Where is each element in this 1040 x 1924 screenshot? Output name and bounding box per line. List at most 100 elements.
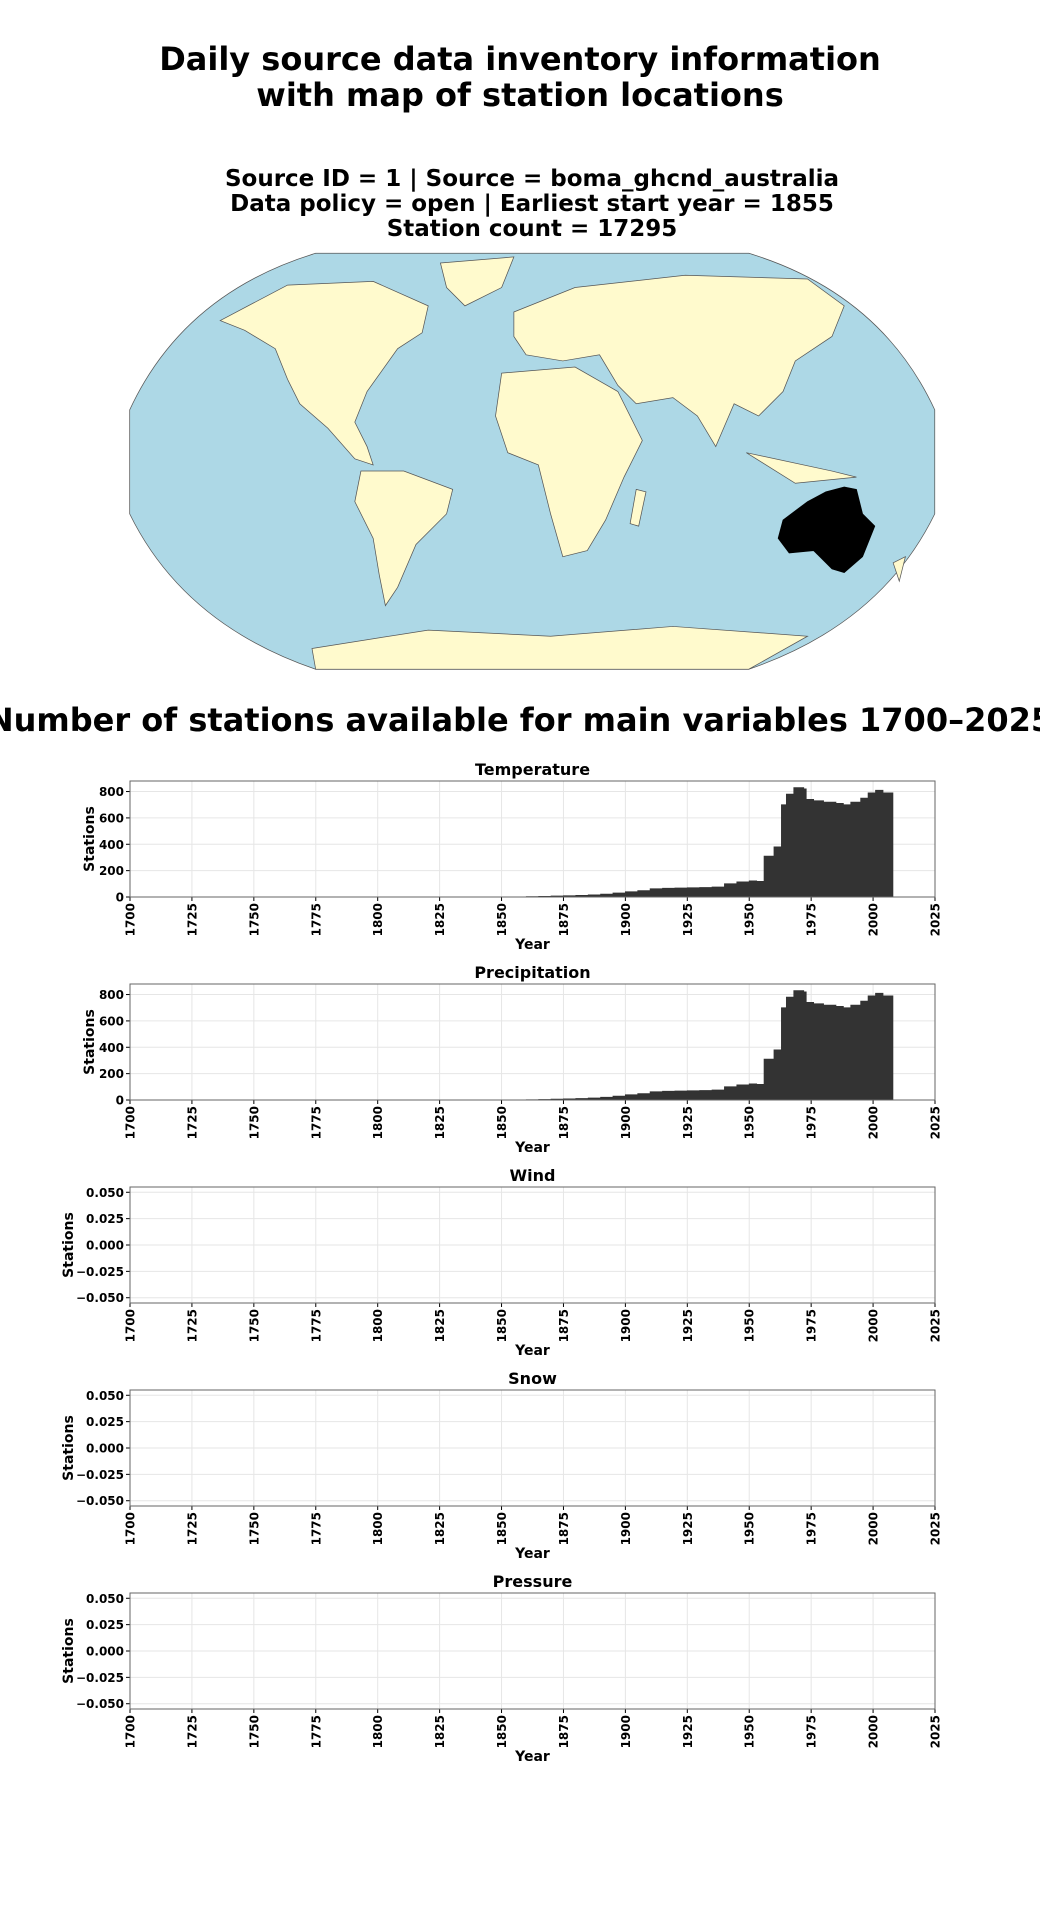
x-tick-label: 1700	[124, 1106, 138, 1139]
x-axis-label: Year	[514, 937, 550, 953]
x-tick-label: 1725	[185, 1309, 199, 1342]
x-tick-label: 1950	[743, 1309, 757, 1342]
x-tick-label: 2025	[929, 1512, 943, 1545]
new-zealand	[892, 556, 906, 583]
x-tick-label: 1800	[371, 903, 385, 936]
x-tick-label: 1900	[619, 1512, 633, 1545]
x-tick-label: 1750	[247, 903, 261, 936]
x-tick-label: 1925	[681, 1309, 695, 1342]
y-tick-label: −0.025	[76, 1468, 124, 1482]
y-tick-label: 0.025	[86, 1415, 124, 1429]
x-tick-label: 2025	[929, 1106, 943, 1139]
y-axis-label: Stations	[61, 1212, 77, 1278]
y-tick-label: 0	[116, 891, 124, 905]
plot-frame	[129, 1186, 936, 1304]
x-tick-label: 2000	[867, 903, 881, 936]
x-tick-label: 1825	[433, 1309, 447, 1342]
x-tick-label: 2025	[929, 903, 943, 936]
x-tick-label: 1825	[433, 903, 447, 936]
x-tick-label: 1900	[619, 1715, 633, 1748]
x-tick-label: 1800	[371, 1715, 385, 1748]
x-tick-label: 1700	[124, 1715, 138, 1748]
x-tick-label: 2000	[867, 1512, 881, 1545]
x-tick-label: 1700	[124, 1512, 138, 1545]
section-title: Number of stations available for main va…	[0, 701, 1040, 739]
x-axis-label: Year	[514, 1343, 550, 1359]
x-tick-label: 1750	[247, 1512, 261, 1545]
y-tick-label: 0.050	[86, 1186, 124, 1200]
main-title: Daily source data inventory information	[159, 40, 881, 78]
x-tick-label: 1750	[247, 1106, 261, 1139]
x-tick-label: 1900	[619, 903, 633, 936]
x-tick-label: 1825	[433, 1715, 447, 1748]
y-tick-label: 0.000	[86, 1239, 124, 1253]
y-axis-label: Stations	[82, 806, 98, 872]
y-axis-label: Stations	[82, 1009, 98, 1075]
land	[219, 256, 906, 670]
x-tick-label: 1950	[743, 1715, 757, 1748]
x-tick-label: 1950	[743, 903, 757, 936]
x-axis-label: Year	[514, 1749, 550, 1765]
x-tick-label: 1850	[495, 1512, 509, 1545]
x-tick-label: 2000	[867, 1106, 881, 1139]
x-tick-label: 1900	[619, 1106, 633, 1139]
y-tick-label: 0	[116, 1094, 124, 1108]
x-tick-label: 1925	[681, 1715, 695, 1748]
y-axis-label: Stations	[61, 1618, 77, 1684]
panel-title: Wind	[510, 1166, 556, 1185]
map-title: Source ID = 1 | Source = boma_ghcnd_aust…	[225, 166, 839, 192]
eurasia	[513, 274, 845, 448]
y-tick-label: −0.025	[76, 1265, 124, 1279]
x-tick-label: 2000	[867, 1715, 881, 1748]
north-america	[219, 281, 429, 466]
x-tick-label: 1825	[433, 1512, 447, 1545]
charts: Temperature 0 200 400 600 800 1700 1725 1750 1775…	[61, 760, 943, 1765]
antarctica	[311, 626, 809, 670]
map-title: Station count = 17295	[387, 216, 678, 242]
x-tick-label: 1750	[247, 1715, 261, 1748]
y-tick-label: 400	[99, 838, 124, 852]
x-tick-label: 1850	[495, 903, 509, 936]
y-tick-label: 200	[99, 864, 124, 878]
x-tick-label: 1900	[619, 1309, 633, 1342]
x-axis-label: Year	[514, 1546, 550, 1562]
x-tick-label: 1950	[743, 1512, 757, 1545]
y-tick-label: −0.050	[76, 1494, 124, 1508]
x-tick-label: 1875	[557, 903, 571, 936]
x-tick-label: 1925	[681, 1512, 695, 1545]
x-tick-label: 1725	[185, 1106, 199, 1139]
y-tick-label: 600	[99, 811, 124, 825]
x-tick-label: 1725	[185, 1715, 199, 1748]
station-count-area	[513, 990, 894, 1101]
x-tick-label: 1975	[805, 1106, 819, 1139]
x-tick-label: 1875	[557, 1309, 571, 1342]
y-tick-label: −0.050	[76, 1697, 124, 1711]
panel-title: Snow	[508, 1369, 557, 1388]
x-tick-label: 1725	[185, 1512, 199, 1545]
y-tick-label: 800	[99, 785, 124, 799]
x-tick-label: 1850	[495, 1106, 509, 1139]
x-tick-label: 1925	[681, 1106, 695, 1139]
x-tick-label: 1750	[247, 1309, 261, 1342]
map-title: Data policy = open | Earliest start year…	[230, 191, 834, 217]
x-tick-label: 1925	[681, 903, 695, 936]
greenland	[439, 256, 515, 307]
station-count-area	[513, 787, 894, 898]
y-axis-label: Stations	[61, 1415, 77, 1481]
map	[129, 252, 936, 670]
y-tick-label: −0.025	[76, 1671, 124, 1685]
x-tick-label: 1975	[805, 903, 819, 936]
x-tick-label: 2025	[929, 1309, 943, 1342]
y-tick-label: 400	[99, 1041, 124, 1055]
y-tick-label: 0.000	[86, 1442, 124, 1456]
panel: Temperature 0 200 400 600 800 1700 1725 1750 1775…	[82, 760, 943, 953]
x-tick-label: 1725	[185, 903, 199, 936]
station-locations	[777, 486, 876, 574]
plot-frame	[129, 1592, 936, 1710]
x-tick-label: 1800	[371, 1512, 385, 1545]
x-tick-label: 1800	[371, 1106, 385, 1139]
